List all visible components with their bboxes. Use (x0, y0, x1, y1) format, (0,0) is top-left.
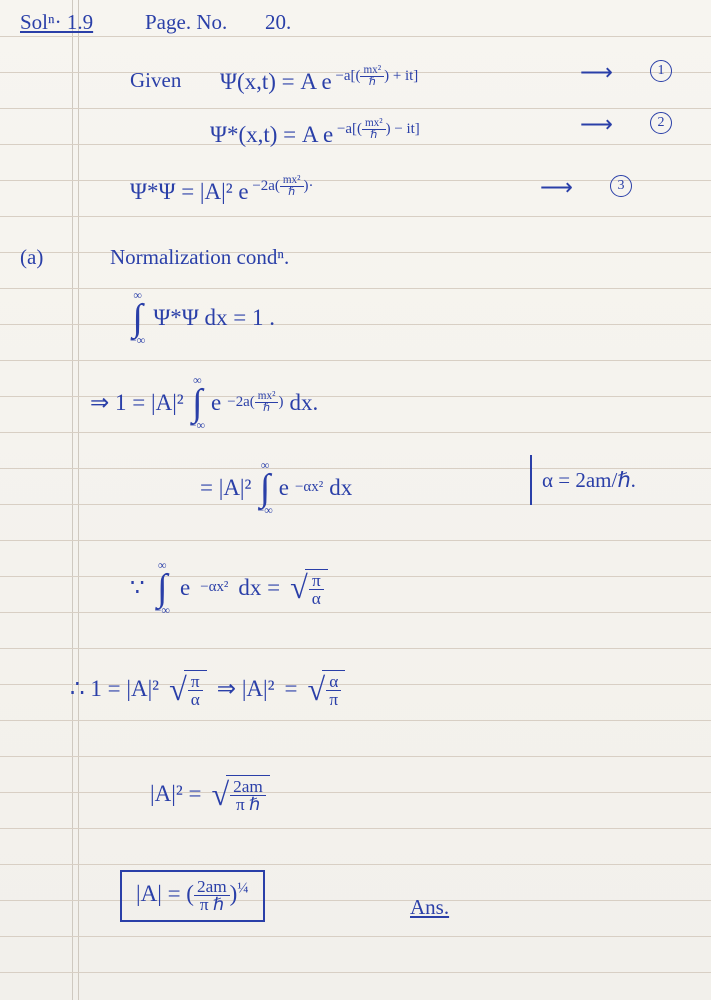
part-a-label: (a) (20, 245, 43, 270)
eq10-box: |A| = (2amπ ℏ)¼ (120, 870, 265, 922)
answer-box: |A| = (2amπ ℏ)¼ (120, 870, 265, 922)
integral-icon: ∞∫−∞ (130, 290, 145, 346)
eq7: ∵ ∞∫−∞ e−αx² dx = √πα (130, 560, 328, 616)
eq9: |A|² = √2amπ ℏ (150, 775, 270, 814)
psi-exp: −a[(mx²ℏ) + it] (332, 68, 419, 84)
eq5: ⇒ 1 = |A|² ∞∫−∞ e−2a(mx²ℏ) dx. (90, 375, 318, 431)
integral-icon: ∞∫−∞ (155, 560, 170, 616)
soln-label: Solⁿ· 1.9 (20, 10, 93, 35)
integral-icon: ∞∫−∞ (190, 375, 205, 431)
arrow-2: ⟶ (580, 112, 612, 138)
part-a-title: Normalization condⁿ. (110, 245, 289, 270)
paper-sheet: Solⁿ· 1.9 Page. No. 20. Given Ψ(x,t) = A… (0, 0, 711, 1000)
ans-label: Ans. (410, 895, 449, 920)
sqrt-icon: √απ (308, 670, 346, 709)
eq6: = |A|² ∞∫−∞ e−αx² dx (200, 460, 352, 516)
tag-3: 3 (610, 175, 632, 197)
psi-lhs: Ψ(x,t) = A e (220, 69, 332, 94)
psi-eq: Ψ(x,t) = A e −a[(mx²ℏ) + it] (220, 65, 418, 95)
integral-icon: ∞∫−∞ (257, 460, 272, 516)
tag-1: 1 (650, 60, 672, 82)
sqrt-icon: √πα (169, 670, 207, 709)
psistar-exp: −a[(mx²ℏ) − it] (333, 121, 420, 137)
psistar-eq: Ψ*(x,t) = A e −a[(mx²ℏ) − it] (210, 118, 420, 148)
page-num: 20. (265, 10, 291, 35)
sqrt-icon: √πα (290, 569, 328, 608)
given-label: Given (130, 68, 181, 93)
eq8: ∴ 1 = |A|² √πα ⇒ |A|² = √απ (70, 670, 345, 709)
tag-2: 2 (650, 112, 672, 134)
eq4: ∞∫−∞ Ψ*Ψ dx = 1 . (130, 290, 275, 346)
sqrt-icon: √2amπ ℏ (211, 775, 269, 814)
psistarpsi-eq: Ψ*Ψ = |A|² e −2a(mx²ℏ)· (130, 175, 313, 205)
page-label: Page. No. (145, 10, 227, 35)
arrow-3: ⟶ (540, 175, 572, 201)
arrow-1: ⟶ (580, 60, 612, 86)
eq6-side: α = 2am/ℏ. (530, 455, 636, 505)
psistar-lhs: Ψ*(x,t) = A e (210, 122, 333, 147)
